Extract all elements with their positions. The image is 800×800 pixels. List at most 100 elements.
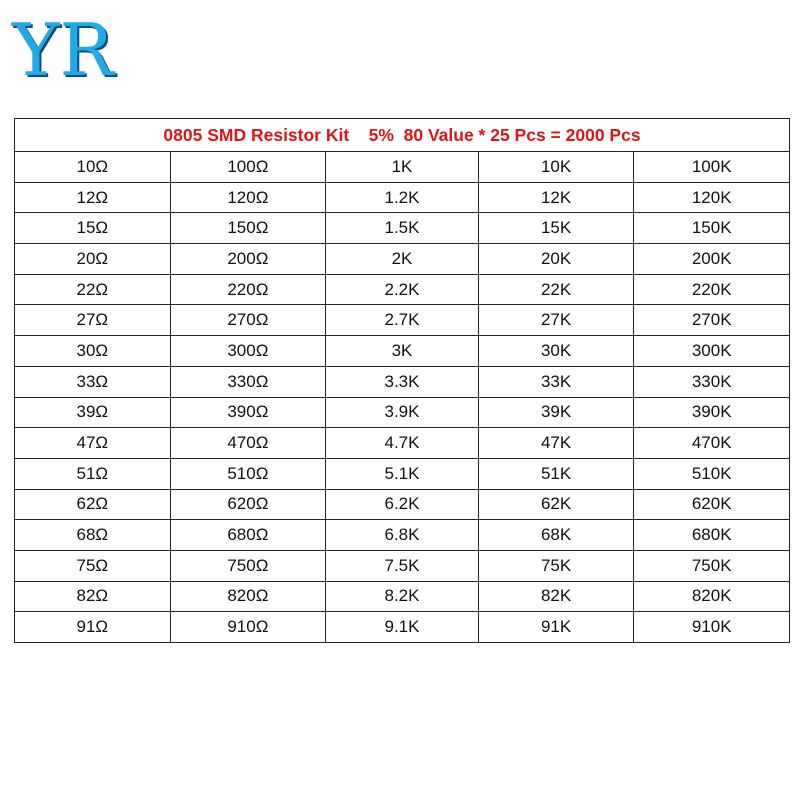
resistor-value-cell: 2.7K <box>325 304 479 337</box>
resistor-value-cell: 6.8K <box>325 519 479 551</box>
resistor-value-cell: 47Ω <box>14 427 171 459</box>
resistor-value-cell: 470K <box>633 427 790 459</box>
table-row: 33Ω 330Ω 3.3K 33K 330K <box>14 365 790 398</box>
resistor-value-cell: 51K <box>477 457 635 490</box>
resistor-value-cell: 62K <box>477 488 635 521</box>
table-row: 75Ω 750Ω 7.5K 75K 750K <box>14 549 790 582</box>
resistor-value-cell: 330Ω <box>169 365 327 398</box>
resistor-value-cell: 30Ω <box>14 335 171 367</box>
table-row: 20Ω 200Ω 2K 20K 200K <box>14 243 790 275</box>
resistor-value-cell: 1K <box>325 151 479 183</box>
resistor-value-cell: 82Ω <box>14 580 171 613</box>
resistor-value-cell: 200Ω <box>169 243 327 275</box>
resistor-value-cell: 7.5K <box>325 549 479 582</box>
resistor-value-cell: 68Ω <box>14 519 171 551</box>
resistor-value-cell: 470Ω <box>169 427 327 459</box>
resistor-value-cell: 220K <box>633 273 790 306</box>
resistor-value-cell: 75Ω <box>14 549 171 582</box>
table-row: 62Ω 620Ω 6.2K 62K 620K <box>14 488 790 521</box>
resistor-value-cell: 820K <box>633 580 790 613</box>
resistor-value-cell: 20Ω <box>14 243 171 275</box>
resistor-value-cell: 1.2K <box>325 181 479 214</box>
resistor-value-cell: 1.5K <box>325 212 479 245</box>
table-row: 22Ω 220Ω 2.2K 22K 220K <box>14 273 790 306</box>
resistor-value-cell: 91K <box>477 611 635 643</box>
resistor-value-cell: 150K <box>633 212 790 245</box>
table-row: 12Ω 120Ω 1.2K 12K 120K <box>14 181 790 214</box>
resistor-value-cell: 75K <box>477 549 635 582</box>
resistor-value-cell: 9.1K <box>325 611 479 643</box>
resistor-value-cell: 12Ω <box>14 181 171 214</box>
resistor-value-cell: 120Ω <box>169 181 327 214</box>
resistor-value-cell: 120K <box>633 181 790 214</box>
resistor-value-cell: 15K <box>477 212 635 245</box>
resistor-value-cell: 150Ω <box>169 212 327 245</box>
resistor-value-cell: 30K <box>477 335 635 367</box>
table-title-row: 0805 SMD Resistor Kit 5% 80 Value * 25 P… <box>14 118 790 152</box>
resistor-value-cell: 100Ω <box>169 151 327 183</box>
resistor-value-cell: 8.2K <box>325 580 479 613</box>
resistor-value-cell: 20K <box>477 243 635 275</box>
resistor-value-cell: 27Ω <box>14 304 171 337</box>
resistor-value-cell: 22Ω <box>14 273 171 306</box>
resistor-value-cell: 3K <box>325 335 479 367</box>
resistor-value-cell: 200K <box>633 243 790 275</box>
resistor-value-cell: 5.1K <box>325 457 479 490</box>
resistor-value-cell: 750Ω <box>169 549 327 582</box>
resistor-value-cell: 51Ω <box>14 457 171 490</box>
resistor-value-cell: 4.7K <box>325 427 479 459</box>
resistor-value-cell: 2K <box>325 243 479 275</box>
resistor-value-cell: 680Ω <box>169 519 327 551</box>
resistor-value-cell: 10K <box>477 151 635 183</box>
resistor-value-cell: 33K <box>477 365 635 398</box>
table-row: 27Ω 270Ω 2.7K 27K 270K <box>14 304 790 337</box>
resistor-value-cell: 68K <box>477 519 635 551</box>
resistor-value-cell: 47K <box>477 427 635 459</box>
table-row: 15Ω 150Ω 1.5K 15K 150K <box>14 212 790 245</box>
resistor-value-cell: 91Ω <box>14 611 171 643</box>
resistor-value-cell: 910Ω <box>169 611 327 643</box>
resistor-value-cell: 22K <box>477 273 635 306</box>
resistor-value-cell: 100K <box>633 151 790 183</box>
table-title: 0805 SMD Resistor Kit 5% 80 Value * 25 P… <box>14 118 790 152</box>
table-row: 51Ω 510Ω 5.1K 51K 510K <box>14 457 790 490</box>
resistor-value-cell: 910K <box>633 611 790 643</box>
resistor-value-cell: 330K <box>633 365 790 398</box>
resistor-value-cell: 270Ω <box>169 304 327 337</box>
resistor-value-cell: 39Ω <box>14 396 171 429</box>
table-row: 39Ω 390Ω 3.9K 39K 390K <box>14 396 790 429</box>
resistor-value-cell: 10Ω <box>14 151 171 183</box>
resistor-value-cell: 620K <box>633 488 790 521</box>
resistor-value-cell: 3.9K <box>325 396 479 429</box>
table-row: 91Ω 910Ω 9.1K 91K 910K <box>14 611 790 643</box>
resistor-value-cell: 220Ω <box>169 273 327 306</box>
resistor-value-cell: 12K <box>477 181 635 214</box>
resistor-value-cell: 750K <box>633 549 790 582</box>
table-row: 30Ω 300Ω 3K 30K 300K <box>14 335 790 367</box>
brand-logo: YR <box>12 8 114 92</box>
resistor-value-cell: 270K <box>633 304 790 337</box>
table-row: 82Ω 820Ω 8.2K 82K 820K <box>14 580 790 613</box>
resistor-value-cell: 3.3K <box>325 365 479 398</box>
resistor-value-cell: 390Ω <box>169 396 327 429</box>
resistor-value-cell: 6.2K <box>325 488 479 521</box>
resistor-value-cell: 820Ω <box>169 580 327 613</box>
resistor-value-cell: 300Ω <box>169 335 327 367</box>
resistor-value-table: 0805 SMD Resistor Kit 5% 80 Value * 25 P… <box>14 118 790 643</box>
resistor-value-cell: 15Ω <box>14 212 171 245</box>
resistor-value-cell: 27K <box>477 304 635 337</box>
table-row: 10Ω 100Ω 1K 10K 100K <box>14 151 790 183</box>
resistor-value-cell: 510K <box>633 457 790 490</box>
resistor-value-cell: 390K <box>633 396 790 429</box>
resistor-value-cell: 680K <box>633 519 790 551</box>
table-row: 47Ω 470Ω 4.7K 47K 470K <box>14 427 790 459</box>
table-row: 68Ω 680Ω 6.8K 68K 680K <box>14 519 790 551</box>
resistor-value-cell: 510Ω <box>169 457 327 490</box>
resistor-value-cell: 33Ω <box>14 365 171 398</box>
resistor-value-cell: 300K <box>633 335 790 367</box>
resistor-value-cell: 82K <box>477 580 635 613</box>
resistor-value-cell: 2.2K <box>325 273 479 306</box>
resistor-value-cell: 62Ω <box>14 488 171 521</box>
resistor-value-cell: 39K <box>477 396 635 429</box>
resistor-value-cell: 620Ω <box>169 488 327 521</box>
